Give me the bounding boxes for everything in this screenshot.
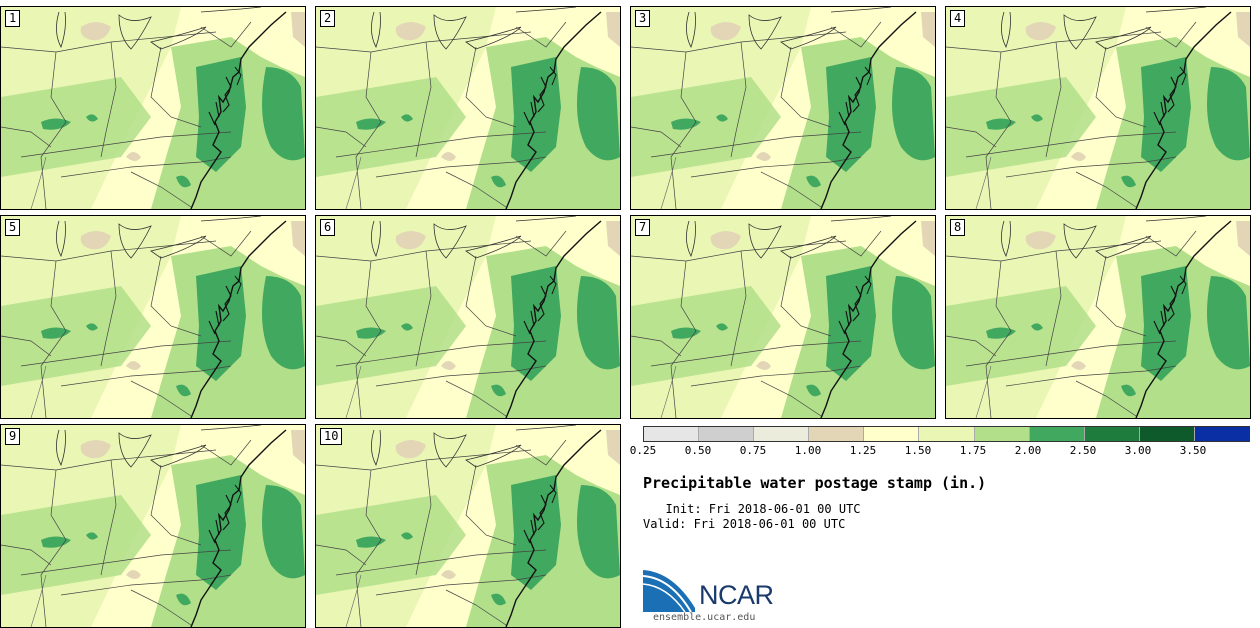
stamp-member-4: 4 [945,6,1251,210]
colorbar-segment [1029,427,1085,441]
precip-water-map [1,7,305,209]
stamp-member-3: 3 [630,6,936,210]
precip-water-map [316,216,620,418]
precip-water-map [1,425,305,627]
stamp-member-10: 10 [315,424,621,628]
valid-time: Valid: Fri 2018-06-01 00 UTC [643,517,846,531]
member-number-label: 10 [320,428,343,445]
colorbar-segment [699,427,755,441]
member-number-label: 7 [635,219,651,236]
colorbar-segment [754,427,810,441]
precip-water-map [1,216,305,418]
member-number-label: 5 [5,219,21,236]
colorbar-segment [644,427,700,441]
colorbar-tick-label: 1.75 [959,444,987,457]
colorbar-segment [809,427,865,441]
stamp-member-2: 2 [315,6,621,210]
member-number-label: 2 [320,10,336,27]
member-number-label: 8 [950,219,966,236]
colorbar-tick-label: 0.75 [739,444,767,457]
colorbar-segment [864,427,920,441]
logo-wordmark: NCAR [699,580,774,610]
page-title: Precipitable water postage stamp (in.) [643,474,987,492]
colorbar-segment [974,427,1030,441]
colorbar-ticks: 0.25 0.50 0.75 1.00 1.25 1.50 1.75 2.00 2.50 3.00… [630,444,1248,458]
colorbar-segment [1084,427,1140,441]
precip-water-map [946,216,1250,418]
colorbar-segment [919,427,975,441]
colorbar-tick-label: 1.25 [849,444,877,457]
member-number-label: 9 [5,428,21,445]
stamp-member-6: 6 [315,215,621,419]
colorbar [643,426,1250,442]
precip-water-map [631,216,935,418]
stamp-member-1: 1 [0,6,306,210]
colorbar-tick-label: 0.25 [629,444,657,457]
member-number-label: 4 [950,10,966,27]
colorbar-tick-label: 3.50 [1179,444,1207,457]
precip-water-map [316,425,620,627]
logo-url: ensemble.ucar.edu [653,612,756,623]
ncar-logo-icon [643,570,695,613]
colorbar-tick-label: 0.50 [684,444,712,457]
stamp-member-7: 7 [630,215,936,419]
member-number-label: 3 [635,10,651,27]
member-number-label: 6 [320,219,336,236]
colorbar-tick-label: 2.00 [1014,444,1042,457]
init-time: Init: Fri 2018-06-01 00 UTC [651,502,861,516]
colorbar-tick-label: 1.00 [794,444,822,457]
colorbar-tick-label: 3.00 [1124,444,1152,457]
colorbar-tick-label: 2.50 [1069,444,1097,457]
colorbar-tick-label: 1.50 [904,444,932,457]
precip-water-map [316,7,620,209]
precip-water-map [631,7,935,209]
stamp-member-5: 5 [0,215,306,419]
stamp-member-8: 8 [945,215,1251,419]
member-number-label: 1 [5,10,21,27]
colorbar-segment [1194,427,1250,441]
colorbar-segment [1139,427,1195,441]
stamp-member-9: 9 [0,424,306,628]
precip-water-map [946,7,1250,209]
